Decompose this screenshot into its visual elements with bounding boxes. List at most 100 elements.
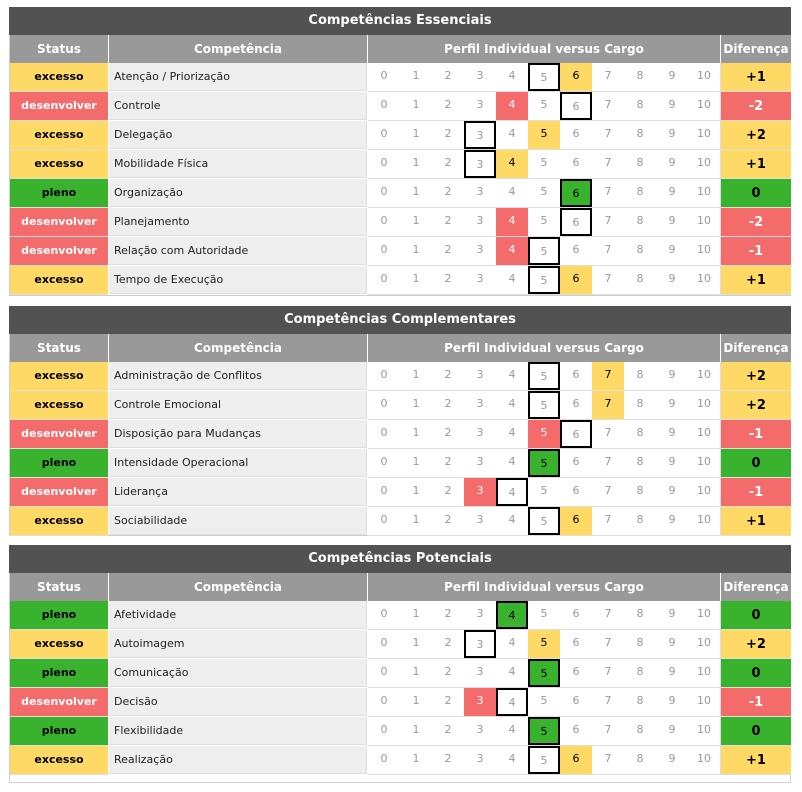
scale-value: 3	[476, 723, 484, 736]
competency-name: Flexibilidade	[109, 717, 367, 745]
scale-value: 7	[604, 185, 612, 198]
individual-score: 4	[496, 208, 528, 236]
scale-value: 0	[380, 272, 388, 285]
individual-score: 6	[560, 63, 592, 91]
scale-value: 2	[444, 243, 452, 256]
competency-name: Administração de Conflitos	[109, 362, 367, 390]
scale-value: 3	[476, 69, 484, 82]
scale-value: 7	[604, 127, 612, 140]
scale-value: 8	[636, 665, 644, 678]
profile-scale: 0 1 2 3 4 5 6 7 8 9 10	[368, 63, 721, 92]
difference-value: 0	[721, 179, 791, 208]
scale-value: 9	[668, 665, 676, 678]
difference-value: -1	[721, 237, 791, 266]
individual-score-cargo-target: 5	[528, 659, 560, 687]
scale-value: 10	[697, 484, 711, 497]
scale-value: 9	[668, 368, 676, 381]
status-badge: desenvolver	[10, 237, 108, 266]
header-competencia: Competência	[109, 334, 367, 362]
scale-value: 9	[668, 69, 676, 82]
scale-value: 1	[412, 69, 420, 82]
header-diferenca: Diferença	[721, 35, 791, 63]
scale-value: 2	[444, 397, 452, 410]
scale-value: 10	[697, 607, 711, 620]
status-badge: excesso	[10, 63, 108, 92]
profile-scale: 0 1 2 3 4 5 6 7 8 9 10	[368, 688, 721, 717]
scale-value: 5	[540, 98, 548, 111]
scale-value: 2	[444, 694, 452, 707]
status-badge: desenvolver	[10, 688, 108, 717]
scale-value: 4	[508, 272, 516, 285]
scale-value: 7	[604, 156, 612, 169]
difference-value: -1	[721, 478, 791, 507]
scale-value: 2	[444, 156, 452, 169]
scale-value: 0	[380, 636, 388, 649]
scale-value: 3	[476, 98, 484, 111]
profile-scale: 0 1 2 3 4 5 6 7 8 9 10	[368, 717, 721, 746]
scale-value: 1	[412, 185, 420, 198]
scale-value: 3	[476, 214, 484, 227]
header-status: Status	[10, 35, 108, 63]
scale-value: 0	[380, 368, 388, 381]
scale-value: 10	[697, 243, 711, 256]
profile-scale: 0 1 2 3 4 5 6 7 8 9 10	[368, 237, 721, 266]
scale-value: 2	[444, 368, 452, 381]
scale-value: 0	[380, 607, 388, 620]
status-badge: excesso	[10, 746, 108, 775]
difference-value: +1	[721, 507, 791, 536]
scale-value: 7	[604, 607, 612, 620]
header-perfil: Perfil Individual versus Cargo	[368, 35, 720, 63]
scale-value: 1	[412, 397, 420, 410]
scale-value: 10	[697, 752, 711, 765]
difference-value: -1	[721, 420, 791, 449]
competency-name: Decisão	[109, 688, 367, 716]
scale-value: 0	[380, 127, 388, 140]
competency-name: Realização	[109, 746, 367, 774]
competency-row: excesso Controle Emocional 0 1 2 3 4 5 6 7 8 9 10 +2	[9, 391, 791, 420]
scale-value: 6	[572, 665, 580, 678]
competency-name: Afetividade	[109, 601, 367, 629]
header-diferenca: Diferença	[721, 573, 791, 601]
individual-score: 5	[528, 630, 560, 658]
scale-value: 0	[380, 69, 388, 82]
scale-value: 0	[380, 752, 388, 765]
competency-name: Intensidade Operacional	[109, 449, 367, 477]
status-badge: pleno	[10, 449, 108, 478]
scale-value: 10	[697, 214, 711, 227]
scale-value: 9	[668, 214, 676, 227]
individual-score-cargo-target: 6	[560, 179, 592, 207]
scale-value: 2	[444, 607, 452, 620]
scale-value: 1	[412, 98, 420, 111]
scale-value: 8	[636, 98, 644, 111]
scale-value: 7	[604, 484, 612, 497]
status-badge: pleno	[10, 601, 108, 630]
individual-score: 3	[464, 688, 496, 716]
scale-value: 10	[697, 426, 711, 439]
scale-value: 9	[668, 513, 676, 526]
scale-value: 2	[444, 214, 452, 227]
individual-score: 4	[496, 92, 528, 120]
header-status: Status	[10, 334, 108, 362]
competency-name: Mobilidade Física	[109, 150, 367, 178]
scale-value: 4	[508, 127, 516, 140]
scale-value: 10	[697, 397, 711, 410]
scale-value: 7	[604, 426, 612, 439]
cargo-target: 5	[528, 362, 560, 390]
individual-score-cargo-target: 5	[528, 717, 560, 745]
scale-value: 3	[476, 607, 484, 620]
scale-value: 7	[604, 98, 612, 111]
profile-scale: 0 1 2 3 4 5 6 7 8 9 10	[368, 420, 721, 449]
scale-value: 4	[508, 636, 516, 649]
scale-value: 2	[444, 636, 452, 649]
difference-value: -1	[721, 688, 791, 717]
scale-value: 1	[412, 752, 420, 765]
scale-value: 1	[412, 484, 420, 497]
scale-value: 10	[697, 513, 711, 526]
competency-name: Tempo de Execução	[109, 266, 367, 294]
scale-value: 8	[636, 636, 644, 649]
scale-value: 9	[668, 426, 676, 439]
status-badge: pleno	[10, 659, 108, 688]
scale-value: 3	[476, 368, 484, 381]
cargo-target: 5	[528, 237, 560, 265]
competency-row: pleno Afetividade 0 1 2 3 4 5 6 7 8 9 10 0	[9, 601, 791, 630]
